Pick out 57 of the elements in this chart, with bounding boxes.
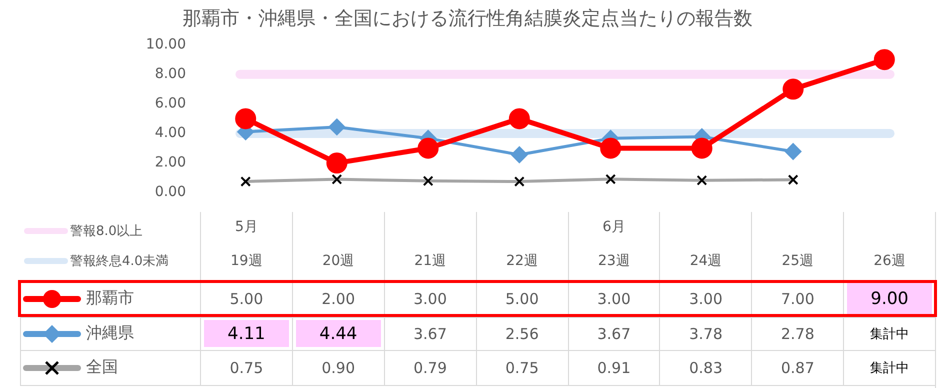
data-label: 5.00 xyxy=(505,290,539,308)
point xyxy=(418,138,439,159)
data-label: 0.75 xyxy=(230,358,264,376)
y-tick-label: 0.00 xyxy=(154,184,186,200)
point xyxy=(326,152,348,174)
point xyxy=(784,143,802,160)
point xyxy=(235,108,256,130)
x-tick-label: 23週 xyxy=(597,252,631,270)
data-label: 0.91 xyxy=(597,358,631,376)
data-label: 0.90 xyxy=(322,358,356,376)
data-label: 2.00 xyxy=(322,290,356,308)
data-label: 4.44 xyxy=(319,324,358,344)
legend-label: 警報終息4.0未満 xyxy=(70,253,169,270)
data-label: 3.78 xyxy=(689,324,723,342)
data-label: 0.79 xyxy=(413,358,447,376)
data-label: 4.11 xyxy=(228,324,266,344)
data-label: 0.75 xyxy=(505,358,539,376)
chart-title: 那覇市・沖縄県・全国における流行性角結膜炎定点当たりの報告数 xyxy=(182,7,752,30)
legend-label: 警報8.0以上 xyxy=(70,223,143,240)
x-tick-label: 20週 xyxy=(321,252,356,270)
y-tick-label: 10.00 xyxy=(146,36,186,52)
x-tick-label: 21週 xyxy=(413,252,448,270)
data-label: 3.00 xyxy=(597,290,631,308)
legend-label: 全国 xyxy=(86,357,118,378)
data-label: 2.56 xyxy=(505,324,539,342)
point xyxy=(600,138,622,159)
data-label: 7.00 xyxy=(780,290,814,308)
text: 5月 xyxy=(234,218,259,236)
data-label: 0.87 xyxy=(780,358,814,376)
data-label: 2.78 xyxy=(780,324,814,342)
x-tick-label: 22週 xyxy=(505,252,539,270)
point xyxy=(508,108,530,130)
data-label: 9.00 xyxy=(870,288,908,308)
data-label: 3.00 xyxy=(413,290,447,308)
legend-label: 那覇市 xyxy=(86,288,134,309)
point xyxy=(874,49,895,70)
data-label: 3.67 xyxy=(597,324,631,342)
y-tick-label: 8.00 xyxy=(154,66,186,82)
text: 集計中 xyxy=(870,360,910,376)
y-tick-label: 2.00 xyxy=(154,154,186,171)
x-tick-label: 19週 xyxy=(230,252,264,270)
legend-label: 沖縄県 xyxy=(86,323,134,344)
point xyxy=(328,118,346,136)
data-label: 3.00 xyxy=(689,290,723,308)
text: 集計中 xyxy=(870,326,910,342)
data-label: 0.83 xyxy=(689,358,723,376)
y-tick-label: 4.00 xyxy=(154,125,186,142)
data-label: 5.00 xyxy=(230,290,264,308)
text: 6月 xyxy=(601,218,626,236)
x-tick-label: 24週 xyxy=(688,252,723,270)
x-tick-label: 25週 xyxy=(780,252,815,270)
point xyxy=(691,138,712,159)
y-tick-label: 6.00 xyxy=(154,96,186,112)
data-label: 3.67 xyxy=(413,324,447,342)
point xyxy=(510,146,528,164)
point xyxy=(782,78,804,100)
x-tick-label: 26週 xyxy=(872,252,906,270)
